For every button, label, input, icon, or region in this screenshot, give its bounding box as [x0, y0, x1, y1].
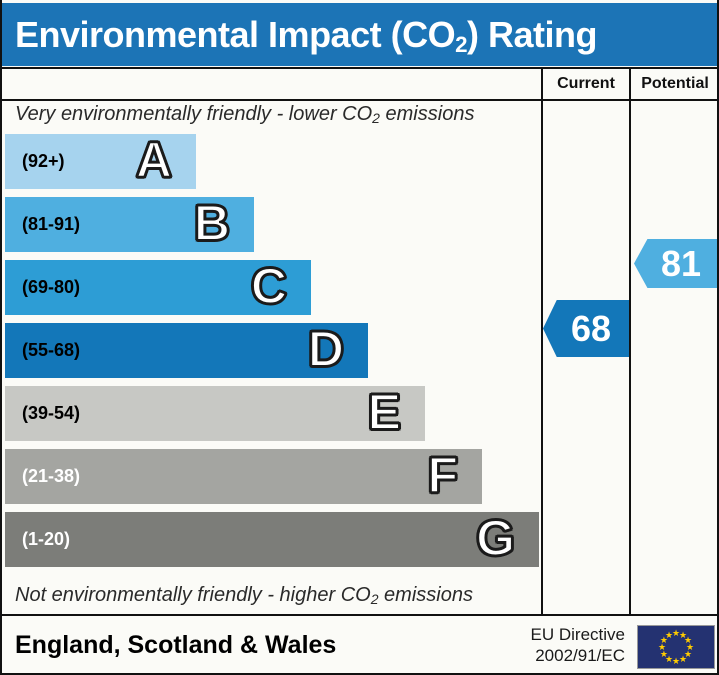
- band-letter: B: [193, 194, 231, 252]
- table-top-border: [2, 67, 717, 69]
- band-letter: F: [426, 446, 459, 504]
- svg-text:★: ★: [679, 631, 687, 641]
- svg-text:★: ★: [658, 643, 666, 653]
- potential-column-border: [629, 67, 631, 616]
- top-annotation: Very environmentally friendly - lower CO…: [15, 103, 475, 126]
- svg-text:★: ★: [665, 655, 673, 665]
- band-row-G: (1-20) G: [5, 509, 539, 567]
- svg-text:★: ★: [660, 650, 668, 660]
- current-rating-tag: 68: [543, 300, 629, 357]
- band-row-B: (81-91) B: [5, 194, 254, 252]
- current-column-border: [541, 67, 543, 616]
- potential-rating-value: 81: [660, 242, 702, 284]
- rating-bands: (92+) A (81-91) B (69-80) C (55-68) D (39-54) E (2…: [5, 131, 539, 575]
- current-rating-value: 68: [570, 307, 612, 349]
- chart-title-end: ) Rating: [467, 14, 597, 55]
- band-range-label: (39-54): [22, 403, 81, 423]
- svg-text:★: ★: [684, 650, 692, 660]
- header-row-border: [2, 99, 717, 101]
- chart-title-subscript: 2: [455, 31, 467, 57]
- band-row-C: (69-80) C: [5, 257, 311, 315]
- eu-directive-label: EU Directive 2002/91/EC: [530, 625, 625, 665]
- potential-rating-tag: 81: [634, 239, 717, 288]
- band-row-D: (55-68) D: [5, 320, 368, 378]
- chart-title-bar: Environmental Impact (CO2) Rating: [2, 3, 717, 66]
- region-label: England, Scotland & Wales: [15, 631, 337, 659]
- svg-text:★: ★: [679, 655, 687, 665]
- band-range-label: (1-20): [22, 529, 71, 549]
- band-letter: A: [135, 131, 173, 189]
- band-row-F: (21-38) F: [5, 446, 482, 504]
- svg-text:★: ★: [672, 629, 680, 639]
- eu-flag-icon: ★ ★ ★ ★ ★ ★ ★ ★ ★ ★ ★ ★: [637, 625, 715, 669]
- svg-text:★: ★: [684, 636, 692, 646]
- chart-title: Environmental Impact (CO: [15, 14, 456, 55]
- band-row-E: (39-54) E: [5, 383, 425, 441]
- band-row-A: (92+) A: [5, 131, 196, 189]
- svg-text:★: ★: [665, 631, 673, 641]
- current-column-header: Current: [557, 75, 615, 92]
- band-range-label: (69-80): [22, 277, 81, 297]
- svg-text:★: ★: [686, 643, 694, 653]
- band-range-label: (92+): [22, 151, 65, 171]
- bottom-annotation: Not environmentally friendly - higher CO…: [15, 584, 473, 607]
- band-range-label: (55-68): [22, 340, 81, 360]
- band-letter: D: [307, 320, 345, 378]
- svg-text:★: ★: [672, 657, 680, 667]
- band-letter: G: [475, 509, 516, 567]
- band-letter: E: [367, 383, 402, 441]
- table-bottom-border: [2, 614, 717, 616]
- band-letter: C: [250, 257, 288, 315]
- potential-column-header: Potential: [641, 75, 709, 92]
- band-range-label: (21-38): [22, 466, 81, 486]
- svg-text:★: ★: [660, 636, 668, 646]
- band-range-label: (81-91): [22, 214, 81, 234]
